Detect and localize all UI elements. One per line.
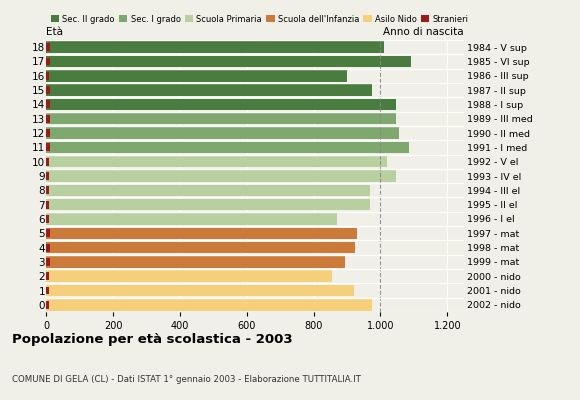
Bar (46, 42, 384, 53)
Text: Anno di nascita: Anno di nascita (383, 27, 464, 37)
Bar (46, 127, 399, 139)
Bar (46, 242, 356, 253)
Bar (46, 256, 346, 268)
Bar (46, 186, 49, 194)
Bar (46, 270, 332, 282)
Text: COMUNE DI GELA (CL) - Dati ISTAT 1° gennaio 2003 - Elaborazione TUTTITALIA.IT: COMUNE DI GELA (CL) - Dati ISTAT 1° genn… (12, 375, 361, 384)
Bar (46, 100, 50, 108)
Bar (46, 201, 49, 208)
Bar (46, 244, 50, 252)
Bar (46, 99, 396, 110)
Bar (46, 144, 50, 151)
Bar (46, 56, 411, 67)
Bar (46, 84, 372, 96)
Bar (46, 129, 50, 137)
Bar (46, 58, 50, 66)
Bar (46, 228, 357, 239)
Bar (46, 113, 396, 124)
Bar (46, 172, 49, 180)
Bar (46, 285, 354, 296)
Bar (46, 158, 49, 166)
Bar (46, 258, 50, 266)
Bar (46, 215, 49, 223)
Bar (46, 70, 347, 82)
Bar (46, 43, 50, 51)
Text: Età: Età (46, 27, 63, 37)
Bar (46, 184, 371, 196)
Legend: Sec. II grado, Sec. I grado, Scuola Primaria, Scuola dell'Infanzia, Asilo Nido, : Sec. II grado, Sec. I grado, Scuola Prim… (50, 14, 469, 24)
Bar (46, 272, 49, 280)
Bar (46, 142, 409, 153)
Bar (46, 213, 337, 225)
Bar (46, 301, 49, 309)
Bar (46, 115, 50, 123)
Bar (46, 199, 371, 210)
Bar (46, 72, 49, 80)
Bar (46, 286, 49, 294)
Text: Popolazione per età scolastica - 2003: Popolazione per età scolastica - 2003 (12, 333, 292, 346)
Bar (46, 170, 396, 182)
Bar (46, 299, 372, 310)
Bar (46, 86, 50, 94)
Bar (46, 156, 387, 168)
Bar (46, 229, 50, 237)
